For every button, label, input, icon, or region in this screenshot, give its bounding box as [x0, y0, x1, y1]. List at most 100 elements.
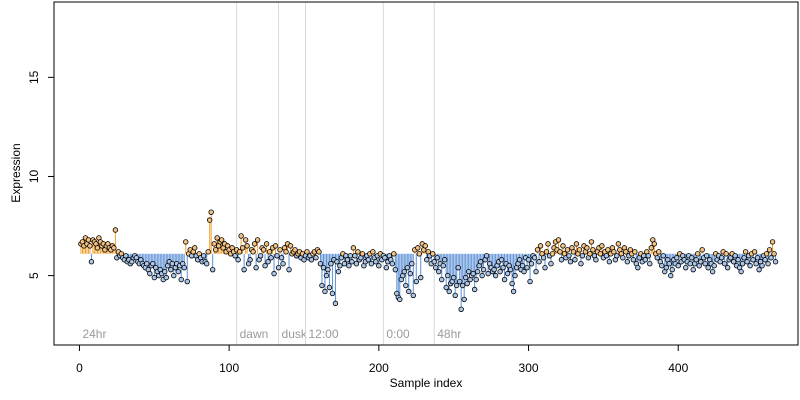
data-point — [573, 241, 580, 247]
data-point — [283, 249, 289, 255]
data-point — [543, 249, 550, 255]
data-point — [521, 268, 527, 275]
data-point — [242, 237, 249, 243]
data-point — [88, 259, 95, 265]
data-point — [645, 253, 652, 259]
data-point — [549, 251, 556, 257]
data-point — [739, 261, 746, 267]
data-point — [274, 253, 280, 259]
y-tick-label: 10 — [27, 169, 41, 183]
data-point — [509, 280, 515, 287]
data-point — [175, 268, 181, 275]
data-point — [277, 247, 283, 253]
data-point — [209, 266, 216, 273]
data-point — [742, 249, 749, 255]
x-tick-label: 200 — [369, 361, 389, 375]
data-point — [772, 259, 779, 265]
data-point — [769, 239, 776, 245]
data-point — [718, 255, 725, 261]
y-axis-label: Expression — [9, 143, 23, 202]
data-point — [510, 288, 517, 295]
data-point — [424, 257, 430, 263]
data-point — [401, 268, 407, 275]
data-point — [555, 237, 562, 243]
phase-label: 48hr — [437, 327, 461, 341]
data-point — [335, 268, 342, 275]
data-point — [308, 257, 315, 263]
data-point — [705, 264, 711, 271]
data-point — [750, 257, 756, 263]
data-point — [211, 241, 217, 247]
data-point — [477, 259, 484, 265]
data-point — [687, 261, 693, 267]
data-point — [570, 249, 577, 255]
data-point — [434, 255, 440, 261]
data-point — [584, 245, 590, 251]
data-point — [266, 249, 273, 255]
data-point — [747, 262, 753, 269]
data-point — [275, 264, 282, 271]
data-point — [368, 261, 375, 267]
data-point — [430, 251, 436, 257]
data-point — [453, 282, 460, 289]
data-point — [257, 253, 264, 259]
data-point — [244, 243, 250, 249]
data-point — [341, 261, 348, 267]
data-point — [766, 247, 773, 253]
x-tick-label: 300 — [519, 361, 539, 375]
data-point — [262, 262, 268, 269]
data-point — [151, 274, 157, 281]
data-point — [534, 247, 541, 253]
y-tick-label: 5 — [27, 272, 41, 279]
data-point — [382, 255, 388, 261]
data-point — [578, 261, 584, 267]
data-point — [323, 272, 330, 279]
data-point — [567, 259, 574, 265]
data-point — [741, 255, 747, 261]
data-point — [765, 261, 771, 267]
phase-label: 24hr — [82, 327, 106, 341]
data-point — [326, 284, 333, 291]
data-point — [771, 251, 777, 257]
data-point — [304, 249, 310, 255]
data-point — [344, 257, 351, 263]
data-point — [322, 288, 328, 295]
data-point — [208, 209, 214, 215]
data-point — [253, 264, 259, 271]
data-point — [668, 272, 674, 279]
data-point — [642, 257, 649, 263]
data-point — [492, 272, 499, 279]
data-point — [112, 227, 119, 233]
data-point — [443, 284, 449, 291]
data-point — [178, 276, 184, 283]
data-point — [317, 261, 324, 267]
data-point — [473, 276, 479, 283]
data-point — [738, 268, 744, 275]
data-point — [337, 262, 343, 269]
data-point — [464, 280, 470, 287]
data-point — [431, 259, 437, 265]
data-point — [735, 257, 741, 263]
data-point — [624, 259, 631, 265]
data-point — [709, 268, 716, 275]
data-point — [278, 255, 285, 261]
data-point — [630, 257, 637, 263]
data-point — [218, 237, 225, 243]
data-point — [445, 272, 451, 279]
phase-label: dawn — [240, 327, 269, 341]
data-point — [702, 261, 708, 267]
data-point — [319, 282, 325, 289]
data-point — [465, 268, 472, 275]
data-point — [531, 255, 538, 261]
data-point — [635, 264, 641, 271]
x-tick-label: 400 — [668, 361, 688, 375]
data-point — [181, 264, 187, 271]
data-point — [455, 264, 461, 271]
data-point — [699, 247, 705, 253]
data-point — [422, 243, 428, 249]
data-point — [470, 270, 476, 277]
data-point — [150, 261, 156, 267]
data-point — [391, 251, 397, 257]
data-point — [235, 257, 241, 263]
data-point — [347, 253, 354, 259]
